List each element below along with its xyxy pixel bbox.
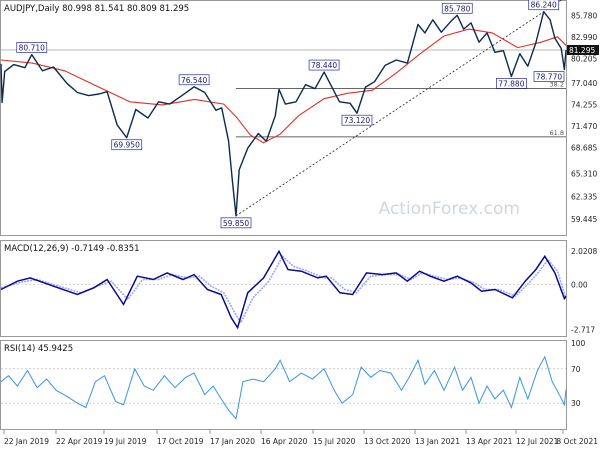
x-tick-label: 22 Apr 2019 xyxy=(56,437,103,446)
macd-panel-frame xyxy=(0,240,567,337)
price-chart-title: AUDJPY,Daily 80.998 81.541 80.809 81.295 xyxy=(4,4,189,14)
macd-y-tick: 2.0208 xyxy=(571,247,597,256)
price-y-tick: 77.040 xyxy=(571,79,597,88)
swing-label: 80.710 xyxy=(19,44,45,53)
x-tick-label: 13 Apr 2021 xyxy=(466,437,513,446)
price-y-tick: 65.310 xyxy=(571,170,597,179)
last-price-label: 81.295 xyxy=(569,46,595,55)
swing-label-box xyxy=(16,42,48,53)
x-tick-label: 16 Apr 2020 xyxy=(261,437,308,446)
price-panel: ActionForex.com 85.780 82.990 80.205 77.040 7… xyxy=(0,0,599,229)
swing-label-box xyxy=(178,74,210,86)
rsi-line xyxy=(0,355,567,420)
rsi-y-tick: 70 xyxy=(571,365,581,374)
price-y-tick: 68.685 xyxy=(571,144,597,153)
price-line xyxy=(0,11,567,217)
swing-label: 59.850 xyxy=(223,219,249,228)
swing-label-box xyxy=(533,71,565,82)
swing-label-box xyxy=(111,139,143,151)
x-tick-label: 15 Jul 2020 xyxy=(313,437,356,446)
price-y-tick: 74.255 xyxy=(571,100,597,109)
swing-label-box xyxy=(441,2,473,14)
rsi-panel: 100 70 30 xyxy=(0,339,586,420)
price-y-tick: 62.335 xyxy=(571,193,597,202)
x-tick-label: 17 Oct 2019 xyxy=(157,437,204,446)
swing-label-box xyxy=(220,217,252,229)
swing-label-box xyxy=(308,59,340,71)
macd-chart-title: MACD(12,26,9) -0.7149 -0.8351 xyxy=(4,244,140,254)
swing-label: 86.240 xyxy=(531,1,557,10)
swing-label: 73.120 xyxy=(344,116,370,125)
x-tick-label: 13 Oct 2020 xyxy=(364,437,411,446)
price-panel-frame xyxy=(0,0,567,236)
trend-line xyxy=(235,0,562,217)
watermark-text: ActionForex.com xyxy=(379,199,520,219)
macd-y-tick: 0.00 xyxy=(571,281,588,290)
x-tick-label: 8 Oct 2021 xyxy=(556,437,598,446)
swing-label: 77.880 xyxy=(498,79,524,88)
rsi-y-tick: 100 xyxy=(571,339,586,348)
macd-y-tick: -2.717 xyxy=(571,326,595,335)
swing-label-box xyxy=(496,78,527,89)
swing-label: 69.950 xyxy=(114,141,140,150)
swing-label-box xyxy=(528,0,560,11)
x-tick-label: 17 Jan 2020 xyxy=(210,437,255,446)
rsi-y-tick: 30 xyxy=(571,399,581,408)
fib-level-label: 38.2 xyxy=(550,81,564,89)
last-price-box xyxy=(567,44,599,55)
swing-label: 76.540 xyxy=(181,76,207,85)
price-y-tick: 80.205 xyxy=(571,54,597,63)
price-y-tick: 71.470 xyxy=(571,122,597,131)
x-tick-label: 19 Jul 2019 xyxy=(104,437,147,446)
swing-label: 85.780 xyxy=(444,4,470,13)
price-y-tick: 59.445 xyxy=(571,215,597,224)
signal-line xyxy=(0,255,567,325)
macd-line xyxy=(0,249,567,330)
x-tick-label: 12 Jul 2021 xyxy=(516,437,559,446)
x-tick-label: 22 Jan 2019 xyxy=(4,437,49,446)
price-y-tick: 82.990 xyxy=(571,33,597,42)
swing-label-box xyxy=(341,114,373,126)
swing-label: 78.770 xyxy=(536,73,562,82)
moving-average-line xyxy=(0,28,567,144)
x-axis: 22 Jan 2019 22 Apr 2019 19 Jul 2019 17 Oct … xyxy=(3,430,598,446)
swing-label: 78.440 xyxy=(311,61,337,70)
price-y-tick: 85.780 xyxy=(571,11,597,20)
macd-panel: 2.0208 0.00 -2.717 xyxy=(0,247,597,335)
rsi-chart-title: RSI(14) 45.9425 xyxy=(4,344,73,354)
fib-level-label: 61.8 xyxy=(550,129,564,137)
x-tick-label: 13 Jan 2021 xyxy=(415,437,460,446)
rsi-panel-frame xyxy=(0,340,567,430)
